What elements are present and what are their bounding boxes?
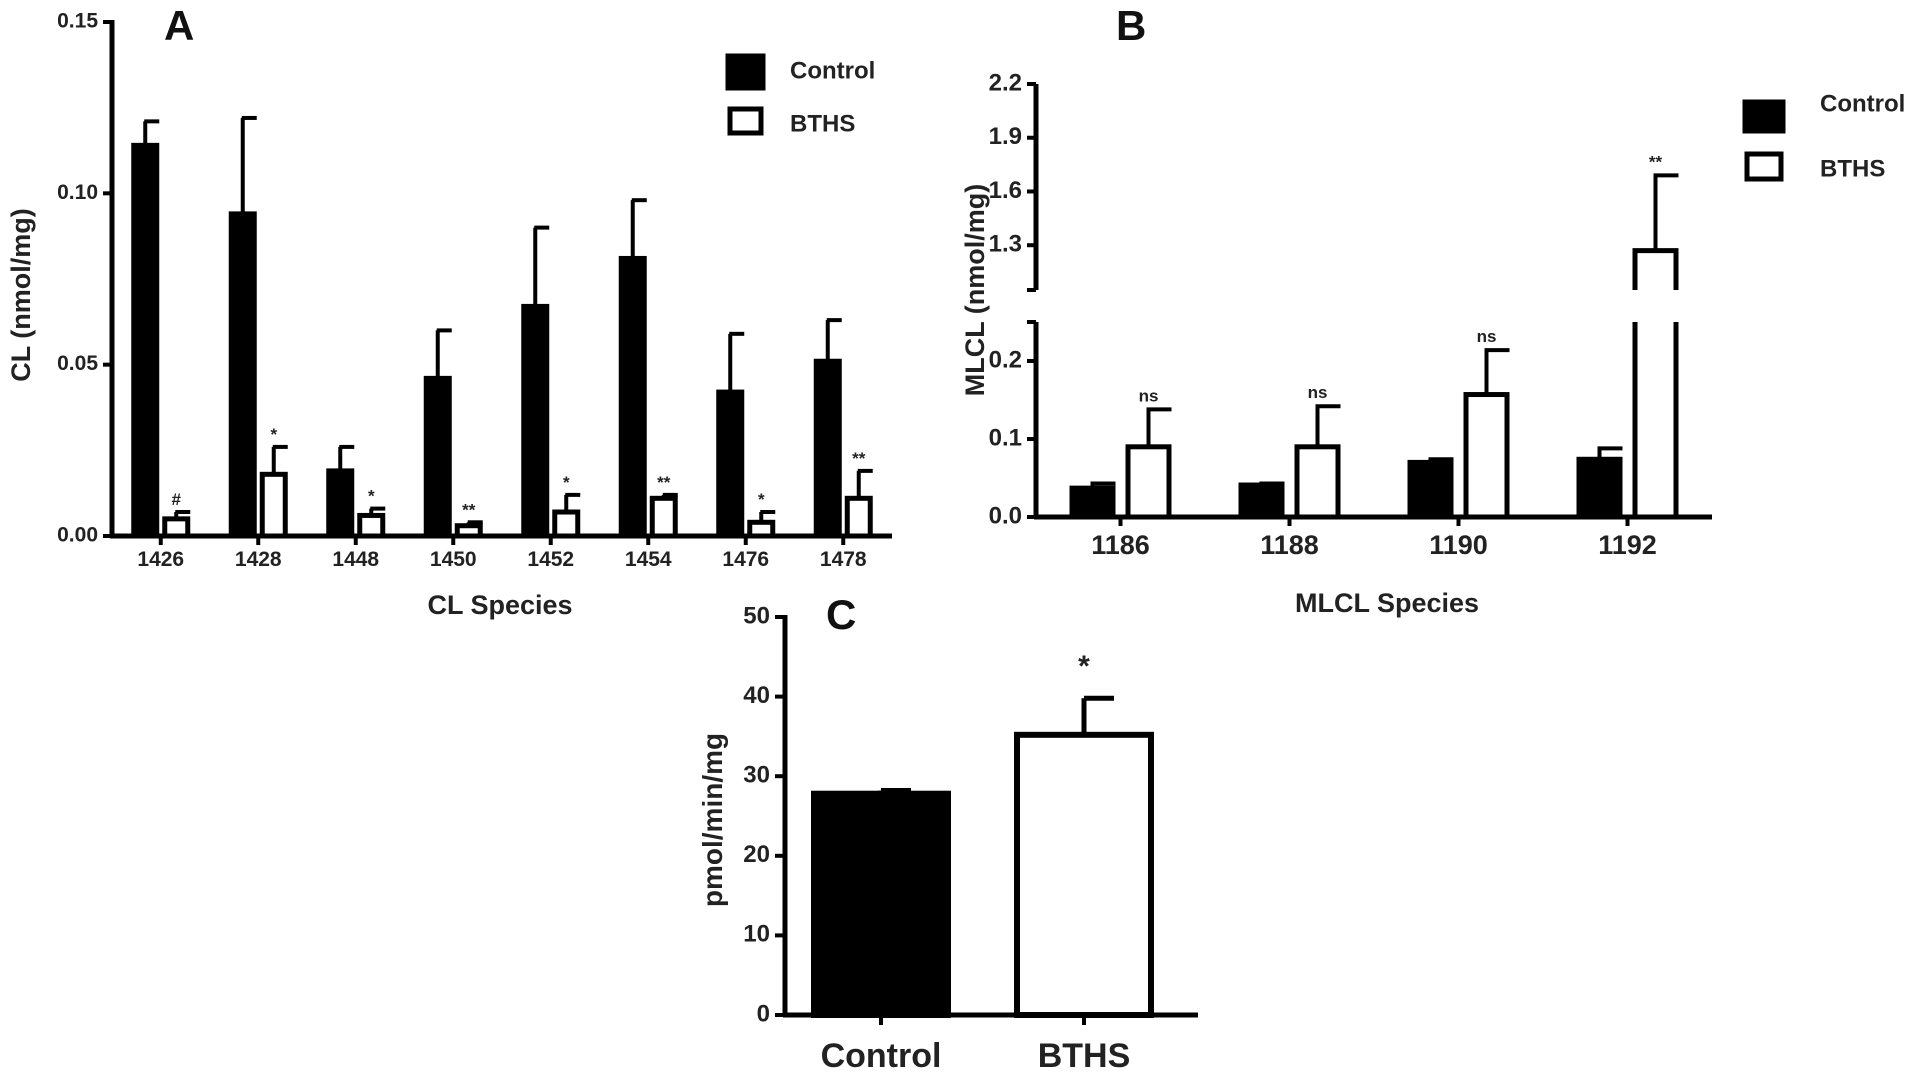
bar-bths xyxy=(1463,392,1510,520)
significance-label: ** xyxy=(657,473,671,492)
significance-label: * xyxy=(563,473,570,492)
bar-control xyxy=(1069,485,1116,520)
bar-bths xyxy=(1294,444,1341,520)
bar-bths xyxy=(552,509,581,539)
bar-control xyxy=(1576,456,1623,520)
bar-bths-lower xyxy=(1632,322,1679,517)
x-tick-label: 1450 xyxy=(430,548,477,571)
x-tick-label: 1478 xyxy=(820,548,867,571)
x-tick-label: 1476 xyxy=(722,548,769,571)
bar-control xyxy=(716,389,745,539)
y-tick-label: 50 xyxy=(743,602,770,629)
bar-bths xyxy=(844,495,873,539)
bar-bths xyxy=(649,495,678,539)
x-tick-label: 1426 xyxy=(137,548,184,571)
significance-label: * xyxy=(1078,650,1090,683)
legend-swatch-bths xyxy=(727,106,764,136)
bar-bths xyxy=(259,471,288,539)
panel-b-ylabel: MLCL (nmol/mg) xyxy=(960,184,990,396)
significance-label: ns xyxy=(1477,327,1497,346)
bar-bths xyxy=(162,516,191,539)
x-tick-label: 1192 xyxy=(1598,530,1657,560)
legend-label-bths: BTHS xyxy=(1820,155,1885,182)
bar-bths-upper xyxy=(1632,248,1679,290)
significance-label: ns xyxy=(1139,386,1159,405)
y-tick-label: 40 xyxy=(743,682,770,709)
y-tick-label: 0.2 xyxy=(989,346,1022,373)
bar-bths xyxy=(454,523,483,539)
panel-b-chart: B MLCL (nmol/mg) MLCL Species Control BT… xyxy=(960,2,1905,618)
y-tick-label: 1.9 xyxy=(989,123,1022,150)
bar-bths xyxy=(357,512,386,539)
bar-bths xyxy=(1014,731,1154,1018)
bar-control xyxy=(423,375,452,539)
panel-c-ylabel: pmol/min/mg xyxy=(697,733,728,907)
y-tick-label: 10 xyxy=(743,921,770,948)
panel-a-xlabel: CL Species xyxy=(427,590,572,620)
y-tick-label: 0.0 xyxy=(989,502,1022,529)
significance-label: ns xyxy=(1308,383,1328,402)
y-tick-label: 0.05 xyxy=(57,352,98,375)
x-tick-label: 1454 xyxy=(625,548,672,571)
x-tick-label: 1428 xyxy=(235,548,282,571)
y-tick-label: 30 xyxy=(743,762,770,789)
bar-control xyxy=(813,358,842,539)
x-tick-label: 1186 xyxy=(1091,530,1150,560)
panel-a-letter: A xyxy=(164,2,194,49)
panel-b-letter: B xyxy=(1116,2,1146,49)
significance-label: # xyxy=(172,490,182,509)
significance-label: ** xyxy=(852,449,866,468)
panel-c-letter: C xyxy=(826,591,856,638)
y-tick-label: 1.3 xyxy=(989,231,1022,258)
bar-control xyxy=(326,468,355,539)
significance-label: * xyxy=(368,487,375,506)
y-tick-label: 1.6 xyxy=(989,177,1022,204)
legend-swatch-control xyxy=(725,53,766,91)
significance-label: * xyxy=(758,490,765,509)
panel-a-legend: Control BTHS xyxy=(725,53,875,137)
legend-label-control: Control xyxy=(1820,90,1905,117)
legend-label-control: Control xyxy=(790,57,875,84)
y-tick-label: 20 xyxy=(743,841,770,868)
y-tick-label: 0.00 xyxy=(57,524,98,547)
panel-a-chart: A CL (nmol/mg) CL Species Control BTHS 0… xyxy=(6,2,892,620)
bar-control xyxy=(618,255,647,539)
bar-control xyxy=(1238,482,1285,520)
panel-b-legend: Control BTHS xyxy=(1742,90,1905,182)
x-tick-label: 1448 xyxy=(332,548,379,571)
legend-swatch-control xyxy=(1742,99,1786,134)
x-tick-label: Control xyxy=(821,1037,942,1075)
y-tick-label: 0.1 xyxy=(989,424,1022,451)
bar-control xyxy=(131,142,160,539)
x-tick-label: 1190 xyxy=(1429,530,1488,560)
bar-control xyxy=(811,790,951,1018)
y-tick-label: 2.2 xyxy=(989,69,1022,96)
bar-control xyxy=(521,303,550,539)
y-tick-label: 0 xyxy=(757,1000,770,1027)
x-tick-label: 1188 xyxy=(1260,530,1319,560)
panel-b-xlabel: MLCL Species xyxy=(1295,588,1479,618)
significance-label: * xyxy=(270,425,277,444)
panel-a-ylabel: CL (nmol/mg) xyxy=(6,208,36,381)
bar-bths xyxy=(1125,444,1172,520)
y-tick-label: 0.10 xyxy=(57,181,98,204)
legend-label-bths: BTHS xyxy=(790,110,855,137)
significance-label: ** xyxy=(462,500,476,519)
legend-swatch-bths xyxy=(1744,151,1784,182)
x-tick-label: 1452 xyxy=(527,548,574,571)
y-tick-label: 0.15 xyxy=(57,10,98,33)
bar-control xyxy=(1407,459,1454,520)
bar-bths xyxy=(747,519,776,539)
panel-c-chart: C pmol/min/mg 0 10 20 30 40 50 Control BTHS * xyxy=(697,591,1198,1075)
bar-control xyxy=(228,211,257,539)
x-tick-label: BTHS xyxy=(1038,1037,1131,1075)
significance-label: ** xyxy=(1649,152,1663,171)
